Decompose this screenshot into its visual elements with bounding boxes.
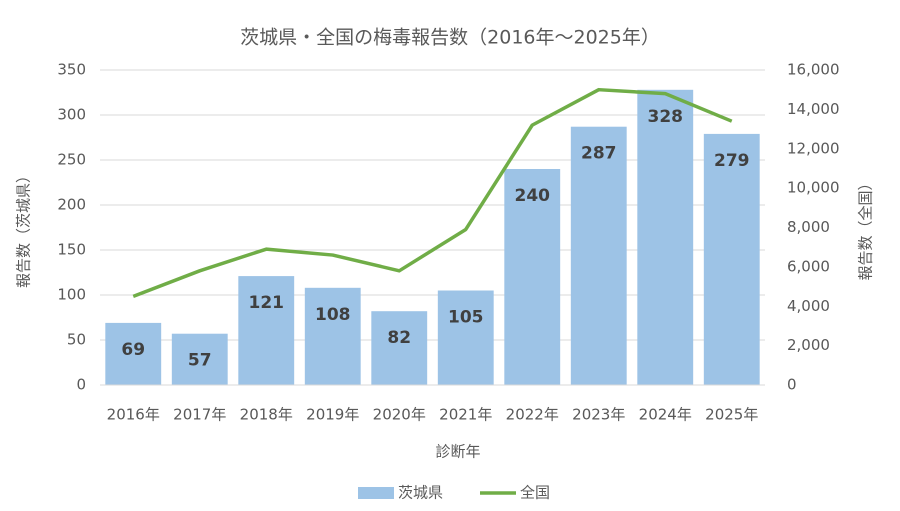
chart-title: 茨城県・全国の梅毒報告数（2016年～2025年） <box>240 27 660 49</box>
y-tick-label: 150 <box>57 241 86 259</box>
legend-label: 茨城県 <box>398 484 443 502</box>
y2-tick-label: 6,000 <box>787 257 830 275</box>
bar-value-label: 108 <box>315 305 351 325</box>
legend-swatch <box>358 487 394 499</box>
y-tick-label: 350 <box>57 61 86 79</box>
y2-tick-label: 4,000 <box>787 297 830 315</box>
bar <box>171 333 228 385</box>
bar <box>703 133 760 385</box>
bar <box>437 290 494 385</box>
y-tick-label: 300 <box>57 106 86 124</box>
x-tick-label: 2023年 <box>572 406 625 424</box>
bar <box>304 287 361 385</box>
bar <box>570 126 627 385</box>
legend-label: 全国 <box>520 484 550 502</box>
y2-axis-title: 報告数（全国） <box>857 175 875 280</box>
bar <box>637 89 694 386</box>
x-tick-label: 2020年 <box>373 406 426 424</box>
x-tick-label: 2024年 <box>639 406 692 424</box>
bar-value-label: 328 <box>648 107 684 127</box>
bar-value-label: 121 <box>249 293 285 313</box>
y-axis-title: 報告数（茨城県） <box>15 168 33 288</box>
x-tick-label: 2019年 <box>306 406 359 424</box>
y2-tick-label: 14,000 <box>787 100 840 118</box>
y-tick-label: 50 <box>67 331 86 349</box>
y2-tick-label: 10,000 <box>787 179 840 197</box>
y2-tick-label: 16,000 <box>787 61 840 79</box>
x-tick-label: 2025年 <box>705 406 758 424</box>
x-tick-label: 2022年 <box>506 406 559 424</box>
y-tick-label: 0 <box>76 376 86 394</box>
bar <box>105 322 162 385</box>
bar <box>238 276 295 385</box>
bar-value-label: 279 <box>714 151 750 171</box>
y-tick-label: 100 <box>57 286 86 304</box>
x-tick-label: 2016年 <box>107 406 160 424</box>
x-axis-title: 診断年 <box>435 443 480 461</box>
y-tick-label: 250 <box>57 151 86 169</box>
bar <box>371 311 428 385</box>
y2-tick-label: 2,000 <box>787 336 830 354</box>
bar-value-label: 287 <box>581 144 617 164</box>
bar-value-label: 57 <box>188 351 212 371</box>
bar-value-label: 105 <box>448 308 484 328</box>
line <box>132 87 733 299</box>
bar <box>504 169 561 385</box>
x-tick-label: 2021年 <box>439 406 492 424</box>
y2-tick-label: 12,000 <box>787 139 840 157</box>
bar-value-label: 82 <box>387 328 411 348</box>
y2-tick-label: 8,000 <box>787 218 830 236</box>
y2-tick-label: 0 <box>787 376 797 394</box>
x-tick-label: 2017年 <box>173 406 226 424</box>
bar-value-label: 69 <box>121 340 145 360</box>
y-tick-label: 200 <box>57 196 86 214</box>
x-tick-label: 2018年 <box>240 406 293 424</box>
bar-value-label: 240 <box>515 186 551 206</box>
